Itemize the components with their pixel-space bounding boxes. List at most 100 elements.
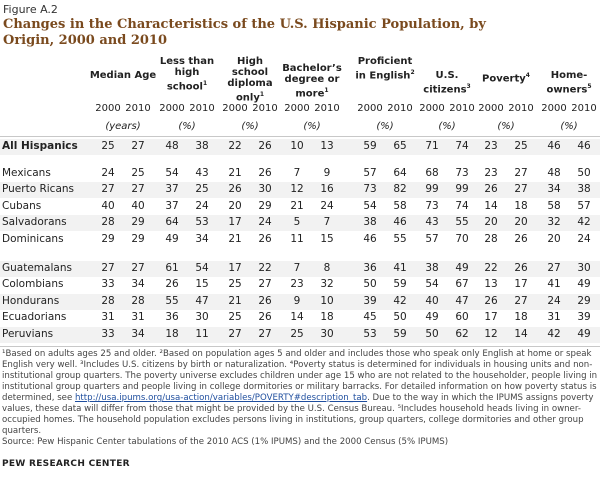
footnotes: ¹Based on adults ages 25 and older. ²Bas… <box>2 349 598 437</box>
table-row: Hondurans 28 28 55 47 21 26 9 10 39 42 40 47 26 27 24 29 <box>0 294 600 310</box>
table-cell: 38 <box>425 262 439 274</box>
table-cell: 18 <box>320 311 334 323</box>
table-cell: 54 <box>195 262 209 274</box>
row-label: Salvadorans <box>2 216 67 228</box>
column-header-8: Home-owners5 <box>539 70 599 95</box>
table-cell: 64 <box>165 216 179 228</box>
table-row: Salvadorans 28 29 64 53 17 24 5 7 38 46 43 55 20 20 32 4… <box>0 215 600 231</box>
table-cell: 47 <box>455 295 469 307</box>
table-cell: 27 <box>101 262 115 274</box>
table-cell: 5 <box>293 216 301 228</box>
unit-label: (%) <box>178 121 196 132</box>
divider <box>0 346 600 347</box>
table-cell: 21 <box>228 233 242 245</box>
year-header: 2010 <box>125 103 151 114</box>
table-row: Guatemalans 27 27 61 54 17 22 7 8 36 41 38 49 22 26 27 3… <box>0 261 600 277</box>
table-cell: 9 <box>323 167 331 179</box>
table-cell: 73 <box>363 183 377 195</box>
table-cell: 27 <box>228 328 242 340</box>
row-label: All Hispanics <box>2 140 78 152</box>
table-cell: 17 <box>514 278 528 290</box>
table-cell: 73 <box>425 200 439 212</box>
table-cell: 26 <box>258 167 272 179</box>
year-header: 2010 <box>387 103 413 114</box>
table-cell: 38 <box>363 216 377 228</box>
table-cell: 48 <box>547 167 561 179</box>
table-cell: 55 <box>393 233 407 245</box>
column-header-footnote-mark: 1 <box>324 87 329 94</box>
unit-label: (%) <box>497 121 515 132</box>
table-cell: 24 <box>547 295 561 307</box>
table-cell: 27 <box>131 183 145 195</box>
table-cell: 46 <box>363 233 377 245</box>
table-cell: 46 <box>393 216 407 228</box>
table-cell: 53 <box>363 328 377 340</box>
table-cell: 18 <box>514 311 528 323</box>
unit-label: (%) <box>438 121 456 132</box>
table-cell: 39 <box>363 295 377 307</box>
table-cell: 11 <box>290 233 304 245</box>
table-cell: 82 <box>393 183 407 195</box>
table-cell: 70 <box>455 233 469 245</box>
year-header: 2010 <box>571 103 597 114</box>
table-row: Mexicans 24 25 54 43 21 26 7 9 57 64 68 73 23 27 48 50 <box>0 166 600 182</box>
table-cell: 11 <box>195 328 209 340</box>
table-cell: 29 <box>131 216 145 228</box>
row-label: Hondurans <box>2 295 60 307</box>
footnote-text: ¹Based on adults ages 25 and older. ²Bas… <box>2 349 598 403</box>
table-cell: 67 <box>455 278 469 290</box>
table-cell: 7 <box>293 262 301 274</box>
table-cell: 49 <box>165 233 179 245</box>
unit-label: (%) <box>376 121 394 132</box>
table-cell: 33 <box>101 278 115 290</box>
table-cell: 45 <box>363 311 377 323</box>
column-header-5: Proficient in English2 <box>353 56 417 81</box>
table-cell: 34 <box>547 183 561 195</box>
unit-label: (%) <box>241 121 259 132</box>
year-header: 2000 <box>478 103 504 114</box>
table-cell: 50 <box>393 311 407 323</box>
column-header-label: Proficient in English <box>355 56 413 82</box>
table-cell: 23 <box>484 167 498 179</box>
row-label: Cubans <box>2 200 42 212</box>
table-cell: 20 <box>547 233 561 245</box>
table-cell: 20 <box>484 216 498 228</box>
poverty-info-link[interactable]: http://usa.ipums.org/usa-action/variable… <box>74 393 368 403</box>
table-cell: 41 <box>547 278 561 290</box>
column-header-label: Median Age <box>89 70 157 81</box>
unit-label: (%) <box>560 121 578 132</box>
table-cell: 60 <box>455 311 469 323</box>
table-cell: 39 <box>577 311 591 323</box>
table-cell: 65 <box>393 140 407 152</box>
table-cell: 7 <box>293 167 301 179</box>
column-header-footnote-mark: 1 <box>202 80 208 87</box>
page-title: Changes in the Characteristics of the U.… <box>3 17 486 48</box>
table-cell: 26 <box>514 233 528 245</box>
table-cell: 24 <box>101 167 115 179</box>
table-cell: 28 <box>484 233 498 245</box>
table-cell: 61 <box>165 262 179 274</box>
table-cell: 22 <box>484 262 498 274</box>
table-cell: 33 <box>101 328 115 340</box>
table-cell: 15 <box>320 233 334 245</box>
table-cell: 71 <box>425 140 439 152</box>
table-cell: 40 <box>101 200 115 212</box>
table-cell: 29 <box>131 233 145 245</box>
table-cell: 49 <box>425 311 439 323</box>
table-cell: 25 <box>514 140 528 152</box>
table-cell: 18 <box>165 328 179 340</box>
table-cell: 26 <box>514 262 528 274</box>
table-cell: 53 <box>195 216 209 228</box>
table-cell: 21 <box>228 167 242 179</box>
footnote-text-cont: . Due to the way in which the IPUMS assi… <box>2 393 594 436</box>
table-cell: 40 <box>425 295 439 307</box>
table-cell: 9 <box>293 295 301 307</box>
table-cell: 50 <box>577 167 591 179</box>
table-cell: 14 <box>514 328 528 340</box>
year-header: 2010 <box>508 103 534 114</box>
table-cell: 27 <box>258 328 272 340</box>
table-cell: 30 <box>577 262 591 274</box>
table-cell: 27 <box>514 183 528 195</box>
table-cell: 12 <box>484 328 498 340</box>
column-header-label: High school diploma only <box>227 56 273 104</box>
